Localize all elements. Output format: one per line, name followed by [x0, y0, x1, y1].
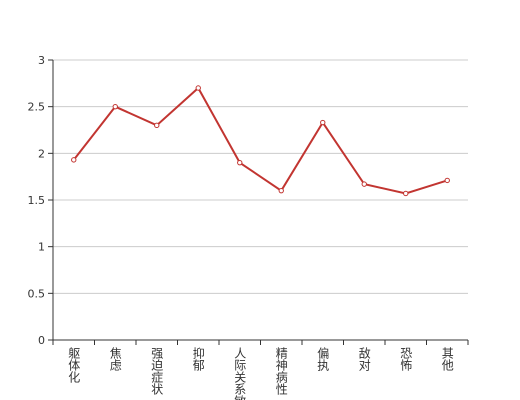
point: [112, 103, 118, 110]
y-tick-label: 1.5: [28, 194, 46, 207]
x-tick-label: 恐怖: [399, 347, 413, 371]
point: [237, 159, 243, 166]
x-tick-label: 躯体化: [67, 346, 81, 384]
x-tick-label: 人际关系敏感: [233, 347, 247, 400]
y-tick-label: 0: [38, 334, 45, 347]
x-tick-label: 焦虑: [108, 347, 122, 371]
x-tick-label: 偏执: [316, 346, 330, 372]
point: [71, 157, 77, 163]
y-tick-label: 1: [38, 241, 45, 254]
x-tick-label: 强迫症状: [150, 347, 164, 395]
y-tick-label: 2: [38, 147, 45, 160]
point: [444, 177, 450, 184]
point: [361, 181, 367, 187]
x-tick-label: 抑郁: [191, 346, 205, 372]
point: [154, 122, 160, 129]
point: [320, 119, 326, 126]
y-tick-label: 3: [38, 54, 45, 67]
y-tick-label: 0.5: [28, 287, 46, 300]
x-tick-label: 其他: [440, 347, 454, 371]
line: [72, 86, 448, 195]
x-tick-label: 敌对: [357, 346, 371, 371]
point: [195, 85, 201, 91]
y-tick-label: 2.5: [28, 101, 46, 114]
x-tick-label: 精神病性: [274, 347, 288, 396]
point: [403, 190, 409, 197]
point: [278, 187, 284, 194]
